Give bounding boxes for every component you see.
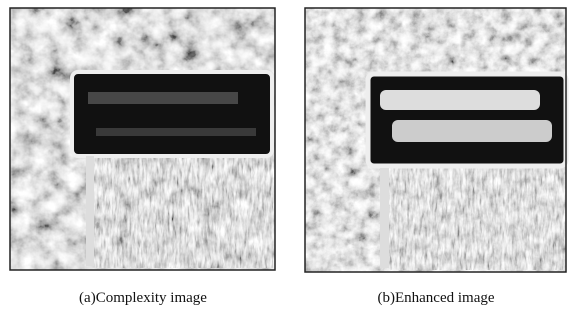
caption: (a)Complexity image: [79, 290, 207, 306]
sign-text: [96, 128, 256, 136]
figure: (a)Complexity image (b)Enhanced image: [0, 0, 574, 313]
panel-b: [305, 8, 566, 272]
sign-text: [392, 120, 552, 142]
image-grass: [390, 160, 564, 270]
sign-post: [380, 168, 389, 268]
sign: [72, 72, 272, 156]
sign-post: [86, 156, 94, 266]
caption: (b)Enhanced image: [377, 290, 494, 306]
image-grass: [95, 150, 273, 268]
sign-text: [88, 92, 238, 104]
page: {"figure": {"panels": [ {"caption": "(a)…: [0, 0, 574, 313]
sign-text: [380, 90, 540, 110]
panel-a: [10, 8, 275, 270]
